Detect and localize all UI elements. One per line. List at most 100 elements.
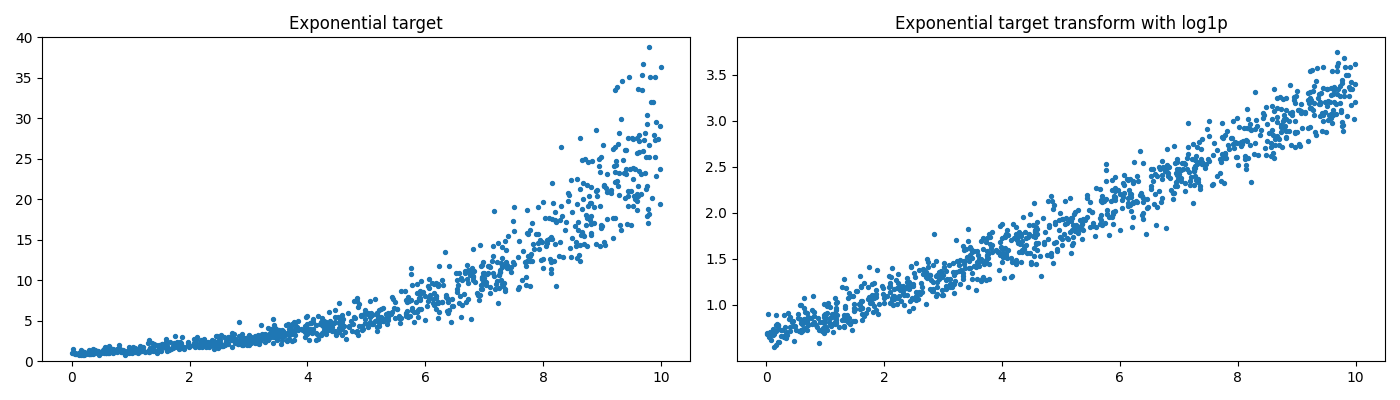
Point [297, 329, 319, 336]
Point [462, 268, 484, 274]
Point [280, 322, 302, 329]
Point [1144, 170, 1166, 177]
Point [1177, 120, 1200, 126]
Point [368, 323, 391, 329]
Point [921, 286, 944, 292]
Point [1113, 182, 1135, 188]
Point [974, 259, 997, 265]
Point [979, 241, 1001, 247]
Point [76, 349, 98, 356]
Point [850, 305, 872, 312]
Point [283, 332, 305, 338]
Point [794, 308, 816, 315]
Point [613, 147, 636, 154]
Point [421, 279, 444, 286]
Point [1091, 198, 1113, 205]
Point [426, 293, 448, 299]
Point [853, 280, 875, 286]
Point [552, 254, 574, 260]
Point [165, 343, 188, 349]
Point [305, 322, 328, 328]
Point [833, 315, 855, 321]
Point [1179, 177, 1201, 184]
Point [63, 350, 85, 356]
Point [311, 315, 333, 321]
Point [1268, 136, 1291, 142]
Point [1221, 135, 1243, 141]
Point [182, 342, 204, 348]
Point [1326, 90, 1348, 97]
Point [123, 348, 146, 355]
Point [470, 286, 493, 292]
Point [626, 150, 648, 156]
Point [840, 326, 862, 333]
Point [1273, 125, 1295, 132]
Point [230, 336, 252, 342]
Point [1096, 210, 1119, 217]
Point [354, 316, 377, 323]
Point [1140, 166, 1162, 172]
Point [365, 311, 388, 318]
Point [850, 298, 872, 304]
Point [1116, 200, 1138, 206]
Point [795, 318, 818, 324]
Point [540, 236, 563, 242]
Point [631, 148, 654, 154]
Point [864, 302, 886, 309]
Point [318, 324, 340, 331]
Point [1231, 139, 1253, 145]
Point [634, 154, 657, 160]
Point [1005, 237, 1028, 244]
Point [925, 258, 948, 264]
Point [813, 312, 836, 319]
Point [350, 323, 372, 329]
Point [125, 345, 147, 351]
Point [1025, 240, 1047, 246]
Point [1208, 156, 1231, 162]
Point [143, 341, 165, 348]
Point [1303, 83, 1326, 90]
Point [374, 311, 396, 317]
Point [981, 229, 1004, 236]
Point [468, 292, 490, 298]
Point [939, 276, 962, 282]
Point [1236, 138, 1259, 144]
Point [311, 321, 333, 327]
Point [1007, 240, 1029, 246]
Point [763, 343, 785, 350]
Point [902, 296, 924, 302]
Point [277, 326, 300, 332]
Point [291, 327, 314, 333]
Point [270, 340, 293, 347]
Point [155, 343, 178, 350]
Point [258, 332, 280, 338]
Point [879, 280, 902, 286]
Point [650, 166, 672, 172]
Point [517, 231, 539, 237]
Point [1203, 139, 1225, 146]
Point [1224, 139, 1246, 145]
Point [409, 295, 431, 302]
Point [867, 311, 889, 317]
Point [273, 333, 295, 339]
Point [1051, 216, 1074, 222]
Point [892, 301, 914, 308]
Point [1019, 259, 1042, 265]
Point [990, 246, 1012, 252]
Point [1333, 122, 1355, 128]
Point [1330, 80, 1352, 86]
Point [1205, 173, 1228, 179]
Point [944, 278, 966, 284]
Point [1103, 193, 1126, 200]
Point [118, 350, 140, 356]
Point [438, 306, 461, 313]
Point [490, 255, 512, 262]
Point [200, 338, 223, 344]
Point [1014, 228, 1036, 235]
Point [757, 331, 780, 338]
Point [255, 334, 277, 340]
Point [1134, 230, 1156, 237]
Point [238, 331, 260, 338]
Point [300, 328, 322, 335]
Point [329, 318, 351, 325]
